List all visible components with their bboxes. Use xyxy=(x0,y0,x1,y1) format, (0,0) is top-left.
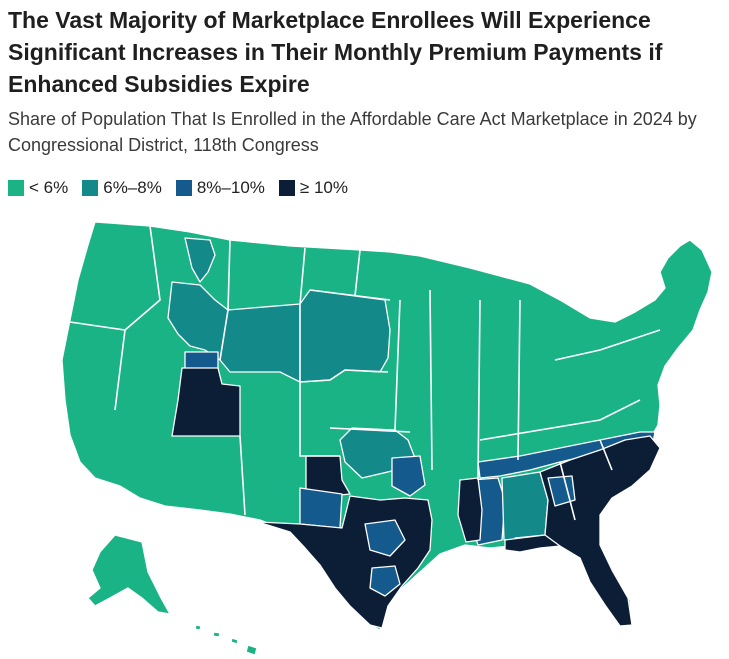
state-boundaries xyxy=(69,225,661,521)
alaska[interactable] xyxy=(87,534,171,615)
legend-label-under-6: < 6% xyxy=(29,178,69,197)
region-blue-oklahoma[interactable] xyxy=(391,455,426,497)
chart-title: The Vast Majority of Marketplace Enrolle… xyxy=(8,7,663,97)
legend-item-6-8: 6%–8% xyxy=(82,178,162,198)
hawaii-islands[interactable] xyxy=(194,624,258,655)
legend-item-under-6: < 6% xyxy=(8,178,68,198)
legend-label-10-plus: ≥ 10% xyxy=(299,178,348,197)
region-dark-utah[interactable] xyxy=(171,367,241,437)
region-blue-tx-coast[interactable] xyxy=(369,565,401,597)
legend-swatch-10-plus xyxy=(278,180,295,196)
legend-label-6-8: 6%–8% xyxy=(103,178,162,197)
region-dark-fl-panhandle[interactable] xyxy=(504,534,561,553)
region-teal-alabama[interactable] xyxy=(501,471,549,541)
chart-subtitle: Share of Population That Is Enrolled in … xyxy=(8,109,697,155)
region-blue-utah-north[interactable] xyxy=(184,351,219,371)
legend-item-10-plus: ≥ 10% xyxy=(278,178,348,198)
region-teal-montana[interactable] xyxy=(184,237,216,283)
legend: < 6% 6%–8% 8%–10% ≥ 10% xyxy=(8,178,362,198)
district-map[interactable] xyxy=(0,215,729,655)
legend-swatch-8-10 xyxy=(175,180,192,196)
legend-swatch-under-6 xyxy=(8,180,24,196)
region-blue-tx-west[interactable] xyxy=(299,487,343,529)
legend-swatch-6-8 xyxy=(82,180,99,196)
region-blue-tx-central[interactable] xyxy=(364,519,406,557)
legend-label-8-10: 8%–10% xyxy=(196,178,265,197)
legend-item-8-10: 8%–10% xyxy=(175,178,265,198)
